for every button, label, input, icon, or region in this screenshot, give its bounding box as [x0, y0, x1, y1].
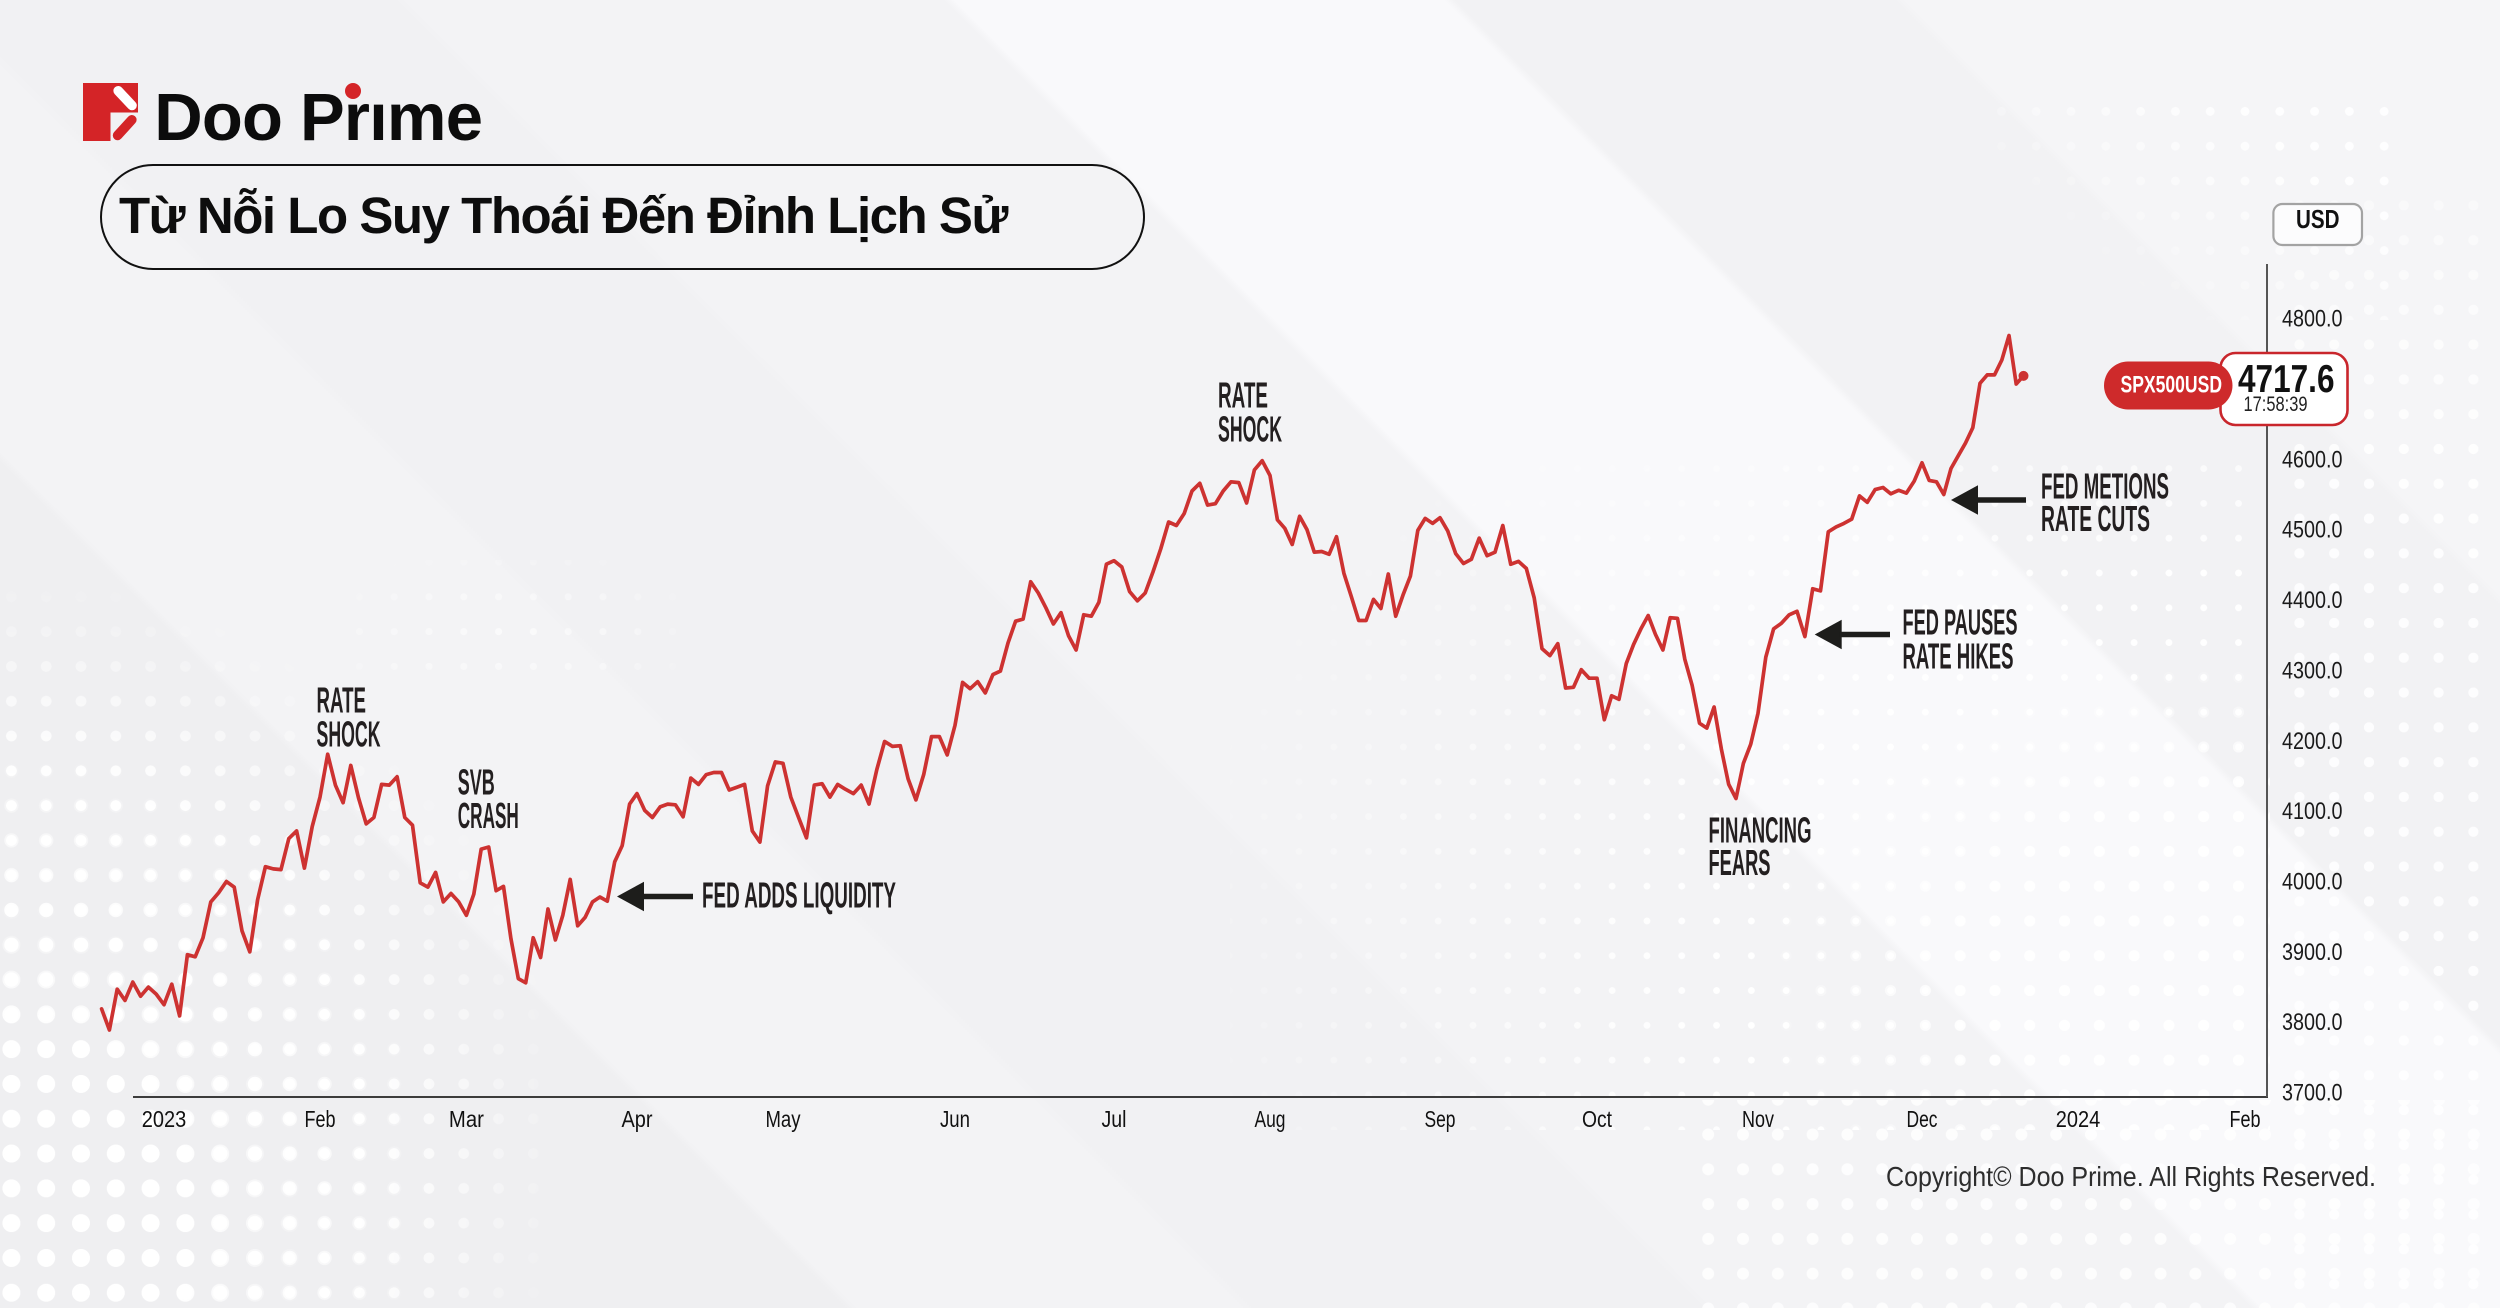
svg-text:FEARS: FEARS — [1709, 842, 1771, 883]
svg-text:SVB: SVB — [458, 762, 495, 803]
svg-text:CRASH: CRASH — [458, 795, 519, 836]
svg-text:RATE CUTS: RATE CUTS — [2041, 498, 2150, 539]
svg-text:2024: 2024 — [2056, 1106, 2101, 1132]
svg-text:Nov: Nov — [1742, 1106, 1774, 1132]
svg-text:Oct: Oct — [1582, 1106, 1613, 1132]
svg-text:SPX500USD: SPX500USD — [2121, 372, 2223, 399]
svg-text:4000.0: 4000.0 — [2282, 869, 2343, 896]
svg-text:4800.0: 4800.0 — [2282, 306, 2343, 333]
svg-text:4717.6: 4717.6 — [2238, 358, 2335, 401]
svg-text:4300.0: 4300.0 — [2282, 657, 2343, 684]
svg-text:4600.0: 4600.0 — [2282, 446, 2343, 473]
svg-text:SHOCK: SHOCK — [317, 713, 381, 754]
svg-text:Feb: Feb — [305, 1106, 336, 1132]
svg-text:RATE HIKES: RATE HIKES — [1903, 635, 2014, 676]
svg-text:Sep: Sep — [1425, 1106, 1456, 1132]
svg-text:3800.0: 3800.0 — [2282, 1009, 2343, 1036]
svg-text:Copyright© Doo Prime. All Righ: Copyright© Doo Prime. All Rights Reserve… — [1886, 1161, 2376, 1192]
svg-text:FINANCING: FINANCING — [1709, 809, 1812, 850]
svg-text:3700.0: 3700.0 — [2282, 1080, 2343, 1107]
svg-text:Apr: Apr — [622, 1106, 653, 1132]
svg-text:4400.0: 4400.0 — [2282, 587, 2343, 614]
svg-text:Feb: Feb — [2230, 1106, 2261, 1132]
svg-text:FED METIONS: FED METIONS — [2041, 466, 2169, 507]
svg-text:SHOCK: SHOCK — [1218, 408, 1282, 449]
svg-text:FED PAUSES: FED PAUSES — [1903, 602, 2018, 643]
svg-text:USD: USD — [2296, 204, 2340, 234]
svg-text:4500.0: 4500.0 — [2282, 517, 2343, 544]
svg-text:Mar: Mar — [449, 1106, 484, 1132]
svg-text:FED ADDS LIQUIDITY: FED ADDS LIQUIDITY — [702, 875, 896, 916]
svg-text:Dec: Dec — [1907, 1106, 1938, 1132]
svg-text:RATE: RATE — [1218, 375, 1268, 416]
svg-text:4200.0: 4200.0 — [2282, 728, 2343, 755]
svg-text:May: May — [766, 1106, 801, 1132]
svg-text:Aug: Aug — [1255, 1106, 1286, 1132]
svg-text:3900.0: 3900.0 — [2282, 939, 2343, 966]
svg-text:Jun: Jun — [940, 1106, 970, 1132]
svg-text:2023: 2023 — [142, 1106, 187, 1132]
svg-text:17:58:39: 17:58:39 — [2244, 392, 2308, 416]
svg-text:RATE: RATE — [317, 679, 367, 720]
svg-text:Jul: Jul — [1102, 1106, 1127, 1132]
svg-text:4100.0: 4100.0 — [2282, 798, 2343, 825]
